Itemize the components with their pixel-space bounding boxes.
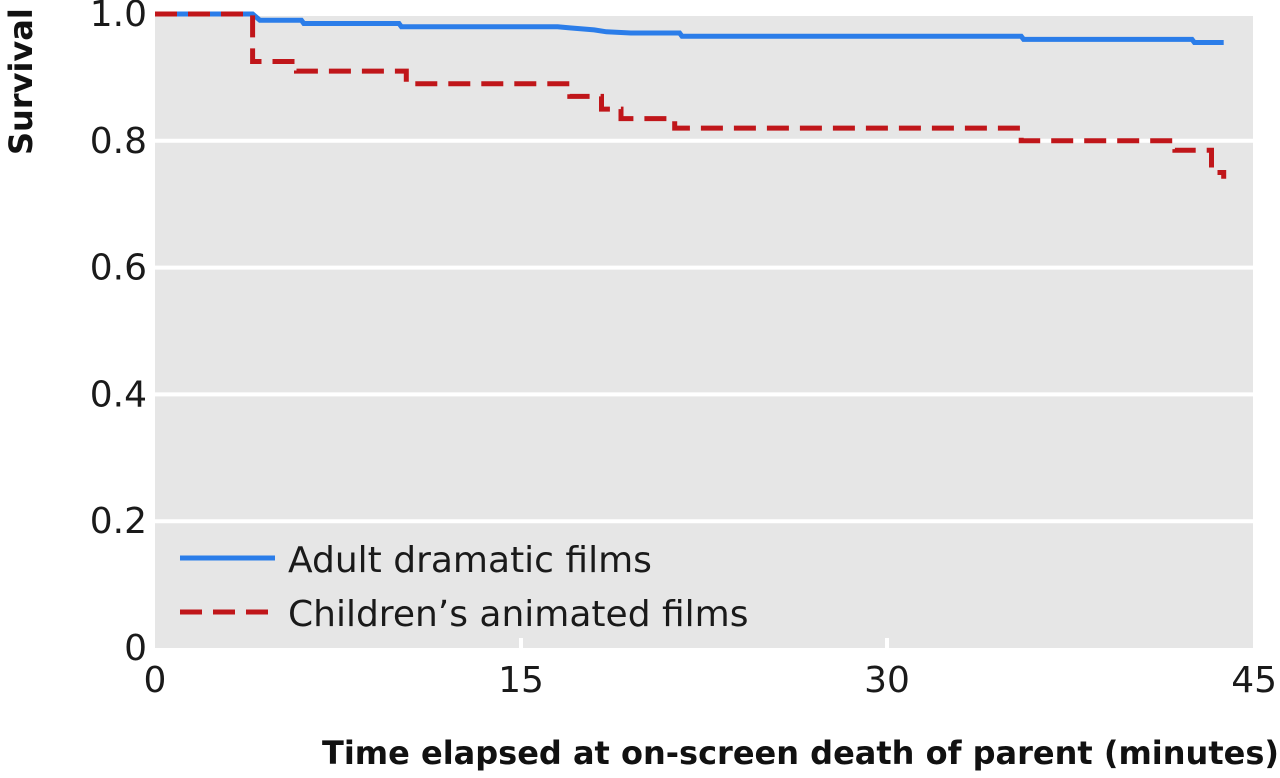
gridlines: [155, 12, 1253, 524]
legend: Adult dramatic films Children’s animated…: [180, 540, 749, 635]
y-tick-label-0: 0: [124, 628, 147, 669]
legend-label-adult: Adult dramatic films: [288, 540, 652, 581]
legend-label-children: Children’s animated films: [288, 594, 749, 635]
axis-ticks: 0 0.2 0.4 0.6 0.8 1.0 0 15 30 45: [90, 0, 1277, 701]
x-tick-label-3: 45: [1231, 660, 1277, 701]
plot-background: [155, 14, 1253, 648]
x-tick-label-2: 30: [864, 660, 910, 701]
y-tick-label-5: 1.0: [90, 0, 147, 35]
series-line-1: [155, 11, 1227, 179]
y-tick-label-3: 0.6: [90, 248, 147, 289]
series-layer: [155, 11, 1227, 179]
x-tick-label-0: 0: [144, 660, 167, 701]
y-tick-label-1: 0.2: [90, 501, 147, 542]
series-line-0: [155, 11, 1224, 45]
y-tick-label-2: 0.4: [90, 374, 147, 415]
y-tick-label-4: 0.8: [90, 121, 147, 162]
x-tick-label-1: 15: [498, 660, 544, 701]
x-axis-title: Time elapsed at on-screen death of paren…: [322, 734, 1279, 772]
y-axis-title: Survival: [2, 8, 40, 155]
